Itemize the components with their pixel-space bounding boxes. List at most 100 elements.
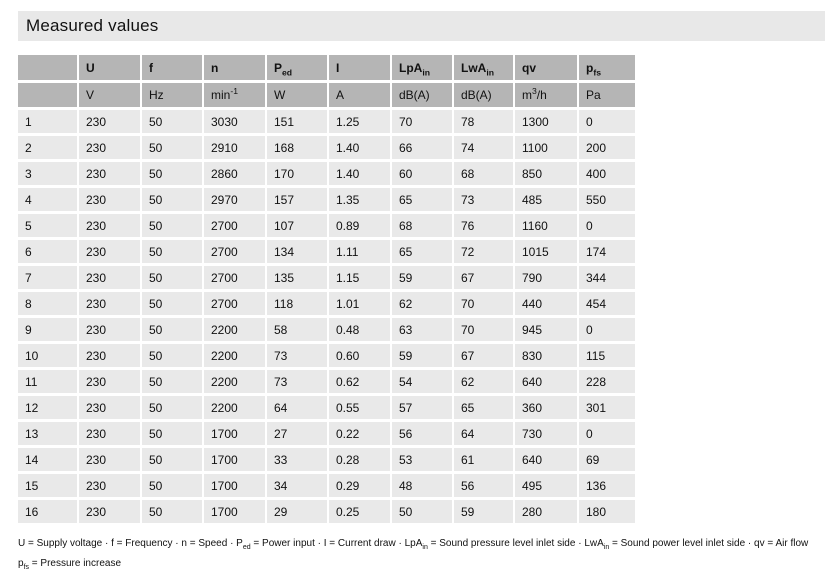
column-header: LwAin [454, 55, 513, 80]
table-cell: 0 [579, 214, 635, 237]
table-cell: 56 [454, 474, 513, 497]
table-cell: 61 [454, 448, 513, 471]
table-cell: 66 [392, 136, 452, 159]
table-cell: 550 [579, 188, 635, 211]
column-header: Ped [267, 55, 327, 80]
table-cell: 0.60 [329, 344, 390, 367]
table-cell: 157 [267, 188, 327, 211]
table-cell: 64 [454, 422, 513, 445]
table-cell: 151 [267, 110, 327, 133]
table-cell: 2860 [204, 162, 265, 185]
table-cell: 2200 [204, 318, 265, 341]
table-row: 6 230 50 2700 134 1.11 65 72 1015 174 [18, 240, 635, 263]
column-header: pfs [579, 55, 635, 80]
column-unit: dB(A) [454, 83, 513, 107]
table-cell: 57 [392, 396, 452, 419]
table-cell: 48 [392, 474, 452, 497]
table-cell: 65 [454, 396, 513, 419]
table-cell: 54 [392, 370, 452, 393]
table-cell: 76 [454, 214, 513, 237]
table-cell: 50 [142, 162, 202, 185]
table-cell: 11 [18, 370, 77, 393]
table-cell: 0.22 [329, 422, 390, 445]
table-cell: 50 [142, 396, 202, 419]
table-cell: 2700 [204, 292, 265, 315]
table-cell: 2970 [204, 188, 265, 211]
table-cell: 2700 [204, 266, 265, 289]
table-cell: 230 [79, 266, 140, 289]
table-cell: 0 [579, 318, 635, 341]
table-cell: 70 [454, 318, 513, 341]
table-cell: 230 [79, 162, 140, 185]
table-cell: 118 [267, 292, 327, 315]
table-cell: 454 [579, 292, 635, 315]
table-cell: 72 [454, 240, 513, 263]
table-cell: 1300 [515, 110, 577, 133]
table-cell: 2200 [204, 370, 265, 393]
table-cell: 230 [79, 396, 140, 419]
table-row: 13 230 50 1700 27 0.22 56 64 730 0 [18, 422, 635, 445]
table-cell: 360 [515, 396, 577, 419]
table-cell: 0.25 [329, 500, 390, 523]
table-cell: 1.11 [329, 240, 390, 263]
table-cell: 1015 [515, 240, 577, 263]
table-cell: 344 [579, 266, 635, 289]
table-cell: 67 [454, 266, 513, 289]
column-header: I [329, 55, 390, 80]
table-cell: 50 [142, 370, 202, 393]
table-cell: 180 [579, 500, 635, 523]
table-cell: 230 [79, 370, 140, 393]
table-cell: 50 [142, 448, 202, 471]
table-cell: 200 [579, 136, 635, 159]
table-cell: 107 [267, 214, 327, 237]
table-row: 9 230 50 2200 58 0.48 63 70 945 0 [18, 318, 635, 341]
table-cell: 485 [515, 188, 577, 211]
table-cell: 1100 [515, 136, 577, 159]
table-cell: 34 [267, 474, 327, 497]
table-cell: 59 [392, 344, 452, 367]
table-cell: 50 [392, 500, 452, 523]
table-cell: 850 [515, 162, 577, 185]
column-header: LpAin [392, 55, 452, 80]
column-unit: dB(A) [392, 83, 452, 107]
table-cell: 50 [142, 188, 202, 211]
table-cell: 29 [267, 500, 327, 523]
table-cell: 1700 [204, 422, 265, 445]
table-row: 2 230 50 2910 168 1.40 66 74 1100 200 [18, 136, 635, 159]
column-unit: min-1 [204, 83, 265, 107]
table-cell: 230 [79, 318, 140, 341]
table-cell: 70 [392, 110, 452, 133]
table-cell: 2200 [204, 396, 265, 419]
table-cell: 14 [18, 448, 77, 471]
table-cell: 1700 [204, 474, 265, 497]
table-cell: 6 [18, 240, 77, 263]
table-cell: 230 [79, 422, 140, 445]
table-cell: 0.89 [329, 214, 390, 237]
table-row: 8 230 50 2700 118 1.01 62 70 440 454 [18, 292, 635, 315]
table-row: 4 230 50 2970 157 1.35 65 73 485 550 [18, 188, 635, 211]
table-cell: 0.62 [329, 370, 390, 393]
table-cell: 228 [579, 370, 635, 393]
table-cell: 174 [579, 240, 635, 263]
table-cell: 945 [515, 318, 577, 341]
table-cell: 2700 [204, 214, 265, 237]
table-cell: 1.35 [329, 188, 390, 211]
table-cell: 50 [142, 344, 202, 367]
table-cell: 50 [142, 500, 202, 523]
table-cell: 65 [392, 240, 452, 263]
column-header: U [79, 55, 140, 80]
column-unit: m3/h [515, 83, 577, 107]
column-header: qv [515, 55, 577, 80]
table-cell: 9 [18, 318, 77, 341]
table-cell: 230 [79, 292, 140, 315]
table-cell: 495 [515, 474, 577, 497]
table-cell: 640 [515, 448, 577, 471]
table-cell: 69 [579, 448, 635, 471]
table-cell: 70 [454, 292, 513, 315]
table-cell: 168 [267, 136, 327, 159]
column-unit: A [329, 83, 390, 107]
column-header: n [204, 55, 265, 80]
table-cell: 0.28 [329, 448, 390, 471]
table-cell: 135 [267, 266, 327, 289]
